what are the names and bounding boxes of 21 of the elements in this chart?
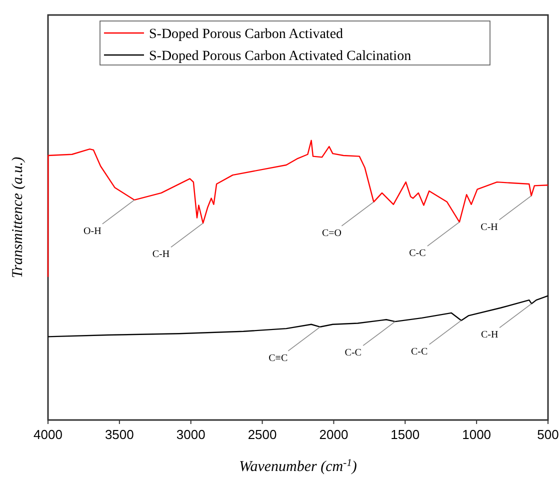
annotation: C-C xyxy=(344,348,362,359)
x-tick-label: 500 xyxy=(537,427,559,442)
annotation: C-C xyxy=(409,248,426,260)
x-tick-label: 3500 xyxy=(104,427,134,442)
x-tick-label: 4000 xyxy=(34,427,62,442)
x-tick-label: 1000 xyxy=(462,427,492,442)
annotation: C≡C xyxy=(268,352,288,364)
x-axis-title: Wavenumber (cm$^{-1}$) xyxy=(239,458,357,475)
x-tick-label: 2000 xyxy=(319,427,348,442)
annotation: C-H xyxy=(480,330,498,341)
annotation: C-H xyxy=(480,222,498,233)
annotation: O-H xyxy=(84,226,102,237)
legend-label: S-Doped Porous Carbon Activated Calcination xyxy=(149,49,412,64)
legend-label: S-Doped Porous Carbon Activated xyxy=(149,27,344,42)
annotation: C-H xyxy=(152,249,170,260)
x-tick-label: 3000 xyxy=(176,427,206,442)
y-axis-title: Transmittence (a.u.) xyxy=(10,156,26,278)
annotation: C=O xyxy=(322,228,342,239)
x-tick-label: 2500 xyxy=(248,427,277,442)
x-tick-label: 1500 xyxy=(390,427,420,442)
annotation: C-C xyxy=(410,346,428,358)
